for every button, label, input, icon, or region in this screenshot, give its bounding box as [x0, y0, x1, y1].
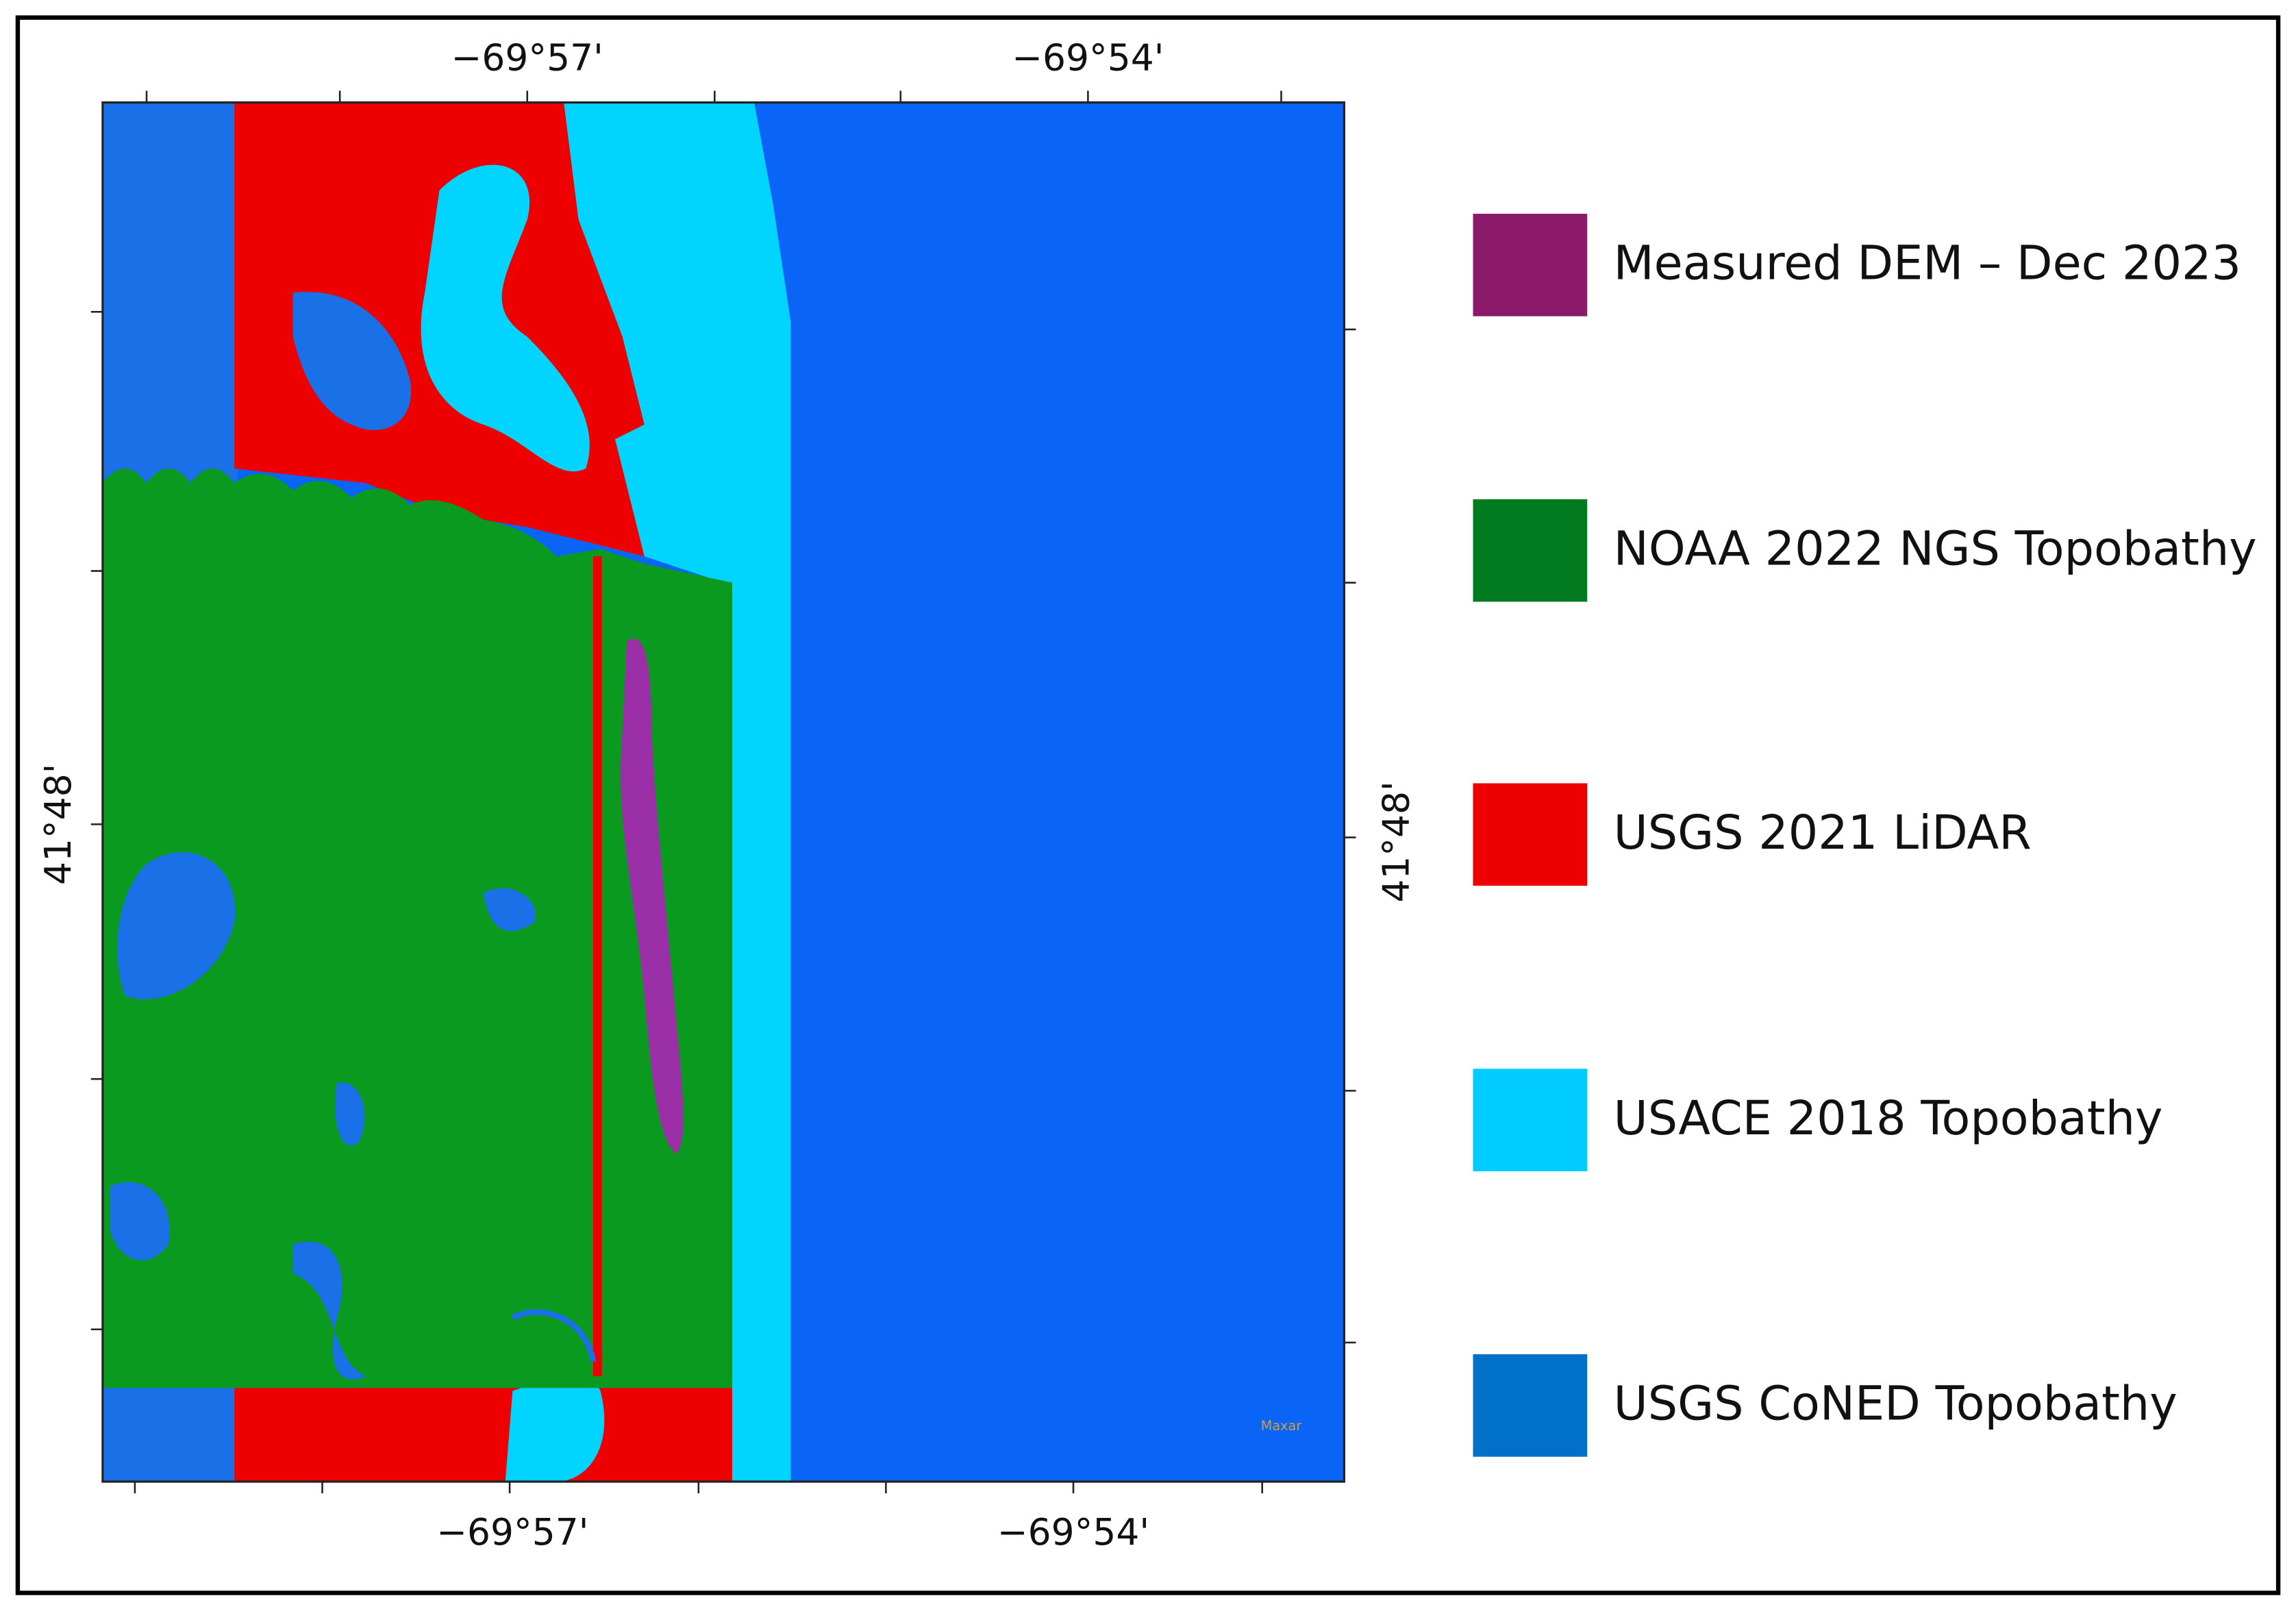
- legend-swatch: [1473, 214, 1588, 316]
- lake: [483, 888, 536, 932]
- legend-label: USGS 2021 LiDAR: [1614, 806, 2032, 860]
- outer-border: [15, 15, 2281, 1595]
- top-label: −69°57': [451, 36, 603, 79]
- attribution: Maxar: [1261, 1418, 1302, 1434]
- inlet: [421, 164, 590, 472]
- bottom-label: −69°54': [997, 1510, 1149, 1554]
- lake: [335, 1082, 365, 1146]
- legend-label: NOAA 2022 NGS Topobathy: [1614, 522, 2257, 576]
- axis-labels: −69°57' −69°54' −69°57' −69°54' 41°48' 4…: [36, 36, 1418, 1554]
- ticks: [90, 90, 1356, 1494]
- legend-swatch: [1473, 499, 1588, 602]
- noaa-area: [102, 468, 732, 1388]
- lidar-line: [592, 556, 602, 1377]
- measured-dem: [621, 638, 684, 1154]
- lake: [117, 852, 236, 999]
- lake: [110, 1182, 170, 1261]
- map: Maxar: [101, 101, 1346, 1483]
- legend-label: USGS CoNED Topobathy: [1614, 1377, 2178, 1432]
- right-label: 41°48': [1374, 781, 1417, 902]
- legend-label: USACE 2018 Topobathy: [1614, 1092, 2163, 1146]
- legend-label: Measured DEM – Dec 2023: [1614, 237, 2241, 291]
- lidar-south: [234, 1388, 732, 1482]
- bottom-label: −69°57': [436, 1510, 588, 1554]
- legend-swatch: [1473, 783, 1588, 886]
- legend-swatch: [1473, 1354, 1588, 1457]
- marsh-pond: [292, 292, 412, 430]
- creek: [292, 1241, 366, 1380]
- left-label: 41°48': [36, 764, 79, 885]
- legend: Measured DEM – Dec 2023 NOAA 2022 NGS Top…: [1473, 214, 2257, 1457]
- legend-swatch: [1473, 1069, 1588, 1171]
- top-label: −69°54': [1012, 36, 1164, 79]
- south-inlet: [505, 1373, 605, 1482]
- map-frame: [101, 101, 1346, 1483]
- creek: [511, 1309, 597, 1362]
